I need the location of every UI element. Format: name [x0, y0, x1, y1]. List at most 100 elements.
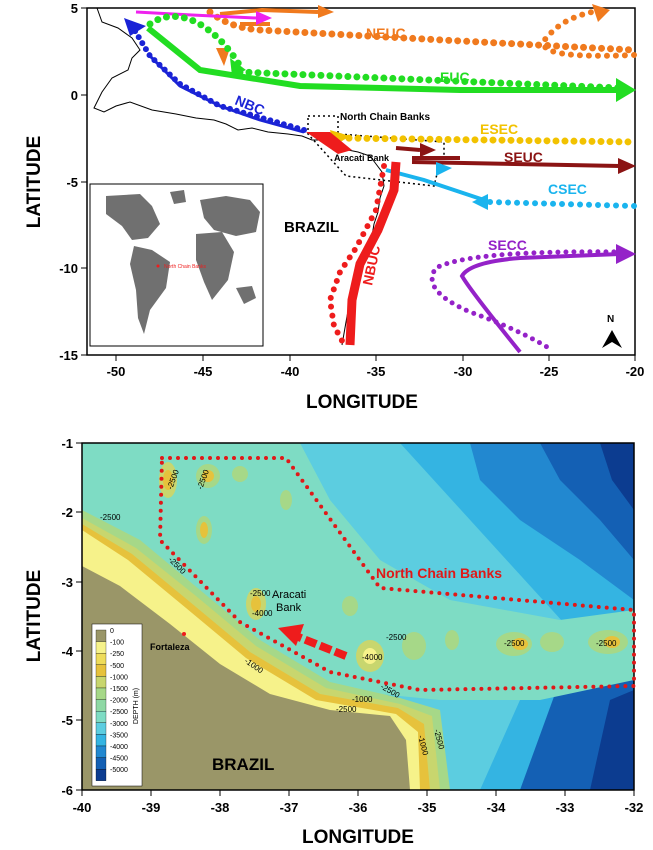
fortaleza-label: Fortaleza	[150, 642, 191, 652]
legend-level-label: -4000	[110, 744, 128, 751]
top-x-tick-label: -35	[367, 364, 386, 379]
legend-level-label: -1000	[110, 674, 128, 681]
brazil-label: BRAZIL	[284, 219, 339, 236]
legend-swatch	[95, 629, 107, 642]
seuc-label: SEUC	[504, 149, 543, 165]
legend-swatch	[95, 699, 107, 712]
inset-north-chain-label: North Chain Banks	[164, 264, 206, 270]
svg-text:N: N	[607, 314, 614, 325]
contour-label: -2500	[250, 589, 271, 598]
secc-current: SECC	[429, 237, 636, 354]
bottom-x-tick-label: -35	[418, 800, 437, 815]
top-y-ticks	[81, 7, 87, 356]
bottom-x-axis-label: LONGITUDE	[302, 827, 414, 848]
contour-label: -2500	[386, 633, 407, 642]
magenta-current	[135, 10, 257, 20]
euc-current: EUC	[146, 13, 636, 102]
north-chain-banks-label: North Chain Banks	[376, 565, 502, 581]
north-chain-outline	[157, 456, 636, 693]
bottom-y-ticks	[76, 442, 82, 791]
top-y-tick-label: 5	[71, 1, 78, 16]
top-x-tick-label: -30	[454, 364, 473, 379]
legend-level-label: -500	[110, 663, 124, 670]
top-y-tick-label: -10	[59, 261, 78, 276]
top-y-tick-label: -5	[66, 175, 78, 190]
legend-swatch	[95, 641, 107, 654]
aracati-label: Aracati	[272, 589, 306, 601]
aracati-label: Aracati Bank	[334, 153, 390, 163]
legend-swatch	[95, 676, 107, 689]
contour-label: -2500	[504, 639, 525, 648]
top-x-axis-label: LONGITUDE	[306, 392, 418, 413]
bottom-x-tick-label: -33	[556, 800, 575, 815]
nbc-current: NBC	[124, 18, 307, 134]
bottom-x-tick-label: -40	[73, 800, 92, 815]
bottom-map: -2500 -2500 -2500 -2500 -2500 -4000 -100…	[24, 436, 643, 848]
top-x-tick-label: -20	[626, 364, 645, 379]
bottom-y-tick-label: -2	[61, 505, 73, 520]
legend-swatch	[95, 745, 107, 758]
bank-label: Bank	[276, 602, 302, 614]
top-y-axis-label: LATITUDE	[24, 136, 45, 229]
contour-label: -4000	[252, 609, 273, 618]
top-y-tick-label: -15	[59, 348, 78, 363]
seuc-current: SEUC	[395, 143, 636, 174]
csec-label: CSEC	[548, 181, 587, 197]
top-map: NEUC EUC NBC ESEC	[24, 1, 644, 413]
bottom-y-tick-label: -4	[61, 644, 73, 659]
top-x-tick-label: -50	[107, 364, 126, 379]
legend-swatch	[95, 653, 107, 665]
legend-level-label: -100	[110, 640, 124, 647]
north-arrow-icon: N	[602, 314, 622, 348]
legend-level-label: -4500	[110, 756, 128, 763]
legend-level-label: -3000	[110, 721, 128, 728]
world-inset-map: North Chain Banks	[89, 183, 264, 347]
esec-current: ESEC	[330, 121, 638, 146]
bottom-y-tick-label: -1	[61, 436, 73, 451]
bottom-x-tick-label: -39	[142, 800, 161, 815]
bottom-x-tick-label: -34	[487, 800, 507, 815]
legend-level-label: 0	[110, 628, 114, 635]
bottom-x-ticks	[81, 790, 635, 796]
top-x-ticks	[115, 355, 636, 361]
bottom-x-tick-label: -37	[280, 800, 299, 815]
secc-label: SECC	[488, 237, 527, 253]
top-x-tick-label: -45	[194, 364, 213, 379]
legend-swatch	[95, 687, 107, 700]
legend-swatch	[95, 757, 107, 770]
brazil-label: BRAZIL	[212, 755, 274, 774]
nbuc-wedge	[306, 132, 352, 154]
bottom-y-tick-label: -6	[61, 783, 73, 798]
legend-level-label: -1500	[110, 686, 128, 693]
legend-level-label: -3500	[110, 732, 128, 739]
euc-label: EUC	[440, 69, 470, 85]
legend-level-label: -2000	[110, 698, 128, 705]
brazil-land	[82, 566, 410, 790]
legend-title: DEPTH (m)	[133, 688, 140, 724]
north-chain-label: North Chain Banks	[340, 112, 430, 123]
seamounts	[159, 462, 628, 680]
top-x-tick-label: -25	[540, 364, 559, 379]
south-america-coastline	[93, 7, 385, 346]
esec-label: ESEC	[480, 121, 518, 137]
legend-swatch	[95, 769, 107, 781]
bottom-y-tick-label: -5	[61, 713, 73, 728]
legend-level-label: -2500	[110, 709, 128, 716]
legend-swatch	[95, 722, 107, 735]
top-y-tick-label: 0	[71, 88, 78, 103]
legend-swatch	[95, 664, 107, 677]
contour-label: -1000	[352, 695, 373, 704]
bottom-x-tick-label: -36	[349, 800, 368, 815]
flow-arrow-icon	[278, 624, 348, 660]
top-x-tick-label: -40	[281, 364, 300, 379]
bottom-y-axis-label: LATITUDE	[24, 570, 45, 663]
contour-label: -2500	[596, 639, 617, 648]
neuc-label: NEUC	[366, 25, 406, 41]
legend-level-label: -5000	[110, 767, 128, 774]
bottom-x-tick-label: -32	[625, 800, 644, 815]
bottom-y-tick-label: -3	[61, 575, 73, 590]
bottom-x-tick-label: -38	[211, 800, 230, 815]
legend-swatch	[95, 734, 107, 747]
depth-legend: DEPTH (m) 0 -100 -250 -500 -1000 -1500 -2000 -2…	[91, 623, 143, 787]
